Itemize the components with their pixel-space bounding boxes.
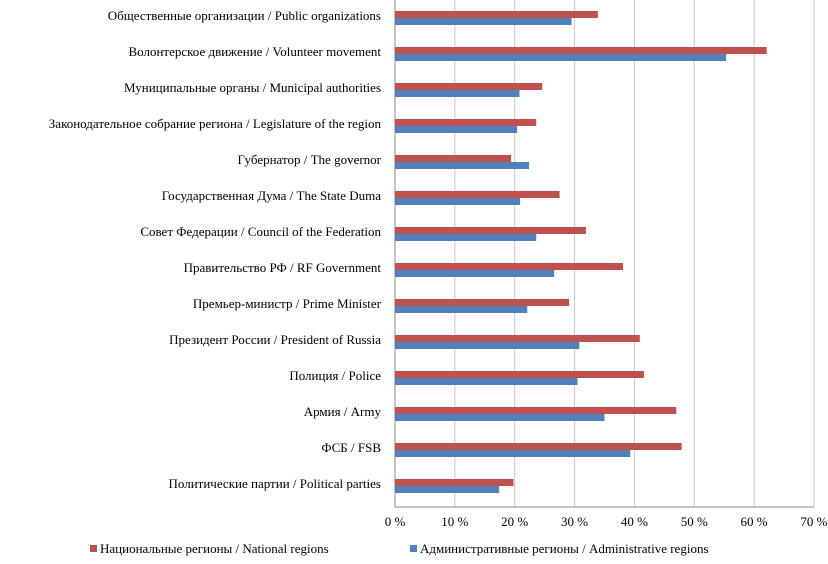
bar-national <box>395 83 543 90</box>
category-label: Премьер-министр / Prime Minister <box>193 296 382 311</box>
bar-administrative <box>395 18 572 25</box>
category-label: Политические партии / Political parties <box>169 476 382 491</box>
bar-national <box>395 227 586 234</box>
bar-national <box>395 263 624 270</box>
bar-administrative <box>395 126 518 133</box>
bar-administrative <box>395 378 578 385</box>
x-tick-label: 30 % <box>561 514 588 529</box>
bar-administrative <box>395 198 521 205</box>
category-label: Государственная Дума / The State Duma <box>162 188 381 203</box>
bar-national <box>395 443 682 450</box>
legend: Национальные регионы / National regions А… <box>90 541 709 556</box>
legend-label: Национальные регионы / National regions <box>100 541 329 556</box>
bar-administrative <box>395 270 555 277</box>
bar-national <box>395 119 537 126</box>
category-label: Правительство РФ / RF Government <box>184 260 382 275</box>
bar-administrative <box>395 90 520 97</box>
bar-administrative <box>395 450 631 457</box>
category-label: Общественные организации / Public organi… <box>108 8 381 23</box>
category-label: Муниципальные органы / Municipal authori… <box>124 80 381 95</box>
gridlines <box>394 0 815 508</box>
x-tick-label: 70 % <box>800 514 827 529</box>
x-tick-label: 60 % <box>741 514 768 529</box>
category-label: Президент России / President of Russia <box>169 332 381 347</box>
bar-administrative <box>395 342 580 349</box>
category-label: Законодательное собрание региона / Legis… <box>49 116 382 131</box>
bar-national <box>395 335 640 342</box>
legend-swatch-administrative <box>410 545 417 552</box>
bars <box>395 11 767 493</box>
bar-administrative <box>395 234 537 241</box>
bar-national <box>395 11 598 18</box>
legend-swatch-national <box>90 545 97 552</box>
bar-national <box>395 479 514 486</box>
bar-administrative <box>395 306 528 313</box>
category-label: Губернатор / The governor <box>238 152 382 167</box>
bar-administrative <box>395 54 726 61</box>
x-tick-label: 0 % <box>385 514 406 529</box>
category-label: Полиция / Police <box>289 368 381 383</box>
bar-administrative <box>395 414 605 421</box>
bar-national <box>395 299 570 306</box>
category-label: Совет Федерации / Council of the Federat… <box>140 224 381 239</box>
category-labels: Общественные организации / Public organi… <box>49 8 382 491</box>
bar-national <box>395 371 644 378</box>
bar-national <box>395 191 560 198</box>
x-tick-label: 40 % <box>621 514 648 529</box>
x-tick-label: 10 % <box>441 514 468 529</box>
bar-national <box>395 407 677 414</box>
bar-national <box>395 155 512 162</box>
x-tick-label: 50 % <box>681 514 708 529</box>
x-tick-label: 20 % <box>501 514 528 529</box>
bar-administrative <box>395 486 500 493</box>
bar-administrative <box>395 162 530 169</box>
category-label: Армия / Army <box>304 404 382 419</box>
category-label: Волонтерское движение / Volunteer moveme… <box>128 44 381 59</box>
legend-label: Административные регионы / Administrativ… <box>420 541 709 556</box>
x-tick-labels: 0 % 10 % 20 % 30 % 40 % 50 % 60 % 70 % <box>385 514 828 529</box>
category-label: ФСБ / FSB <box>321 440 381 455</box>
bar-national <box>395 47 767 54</box>
